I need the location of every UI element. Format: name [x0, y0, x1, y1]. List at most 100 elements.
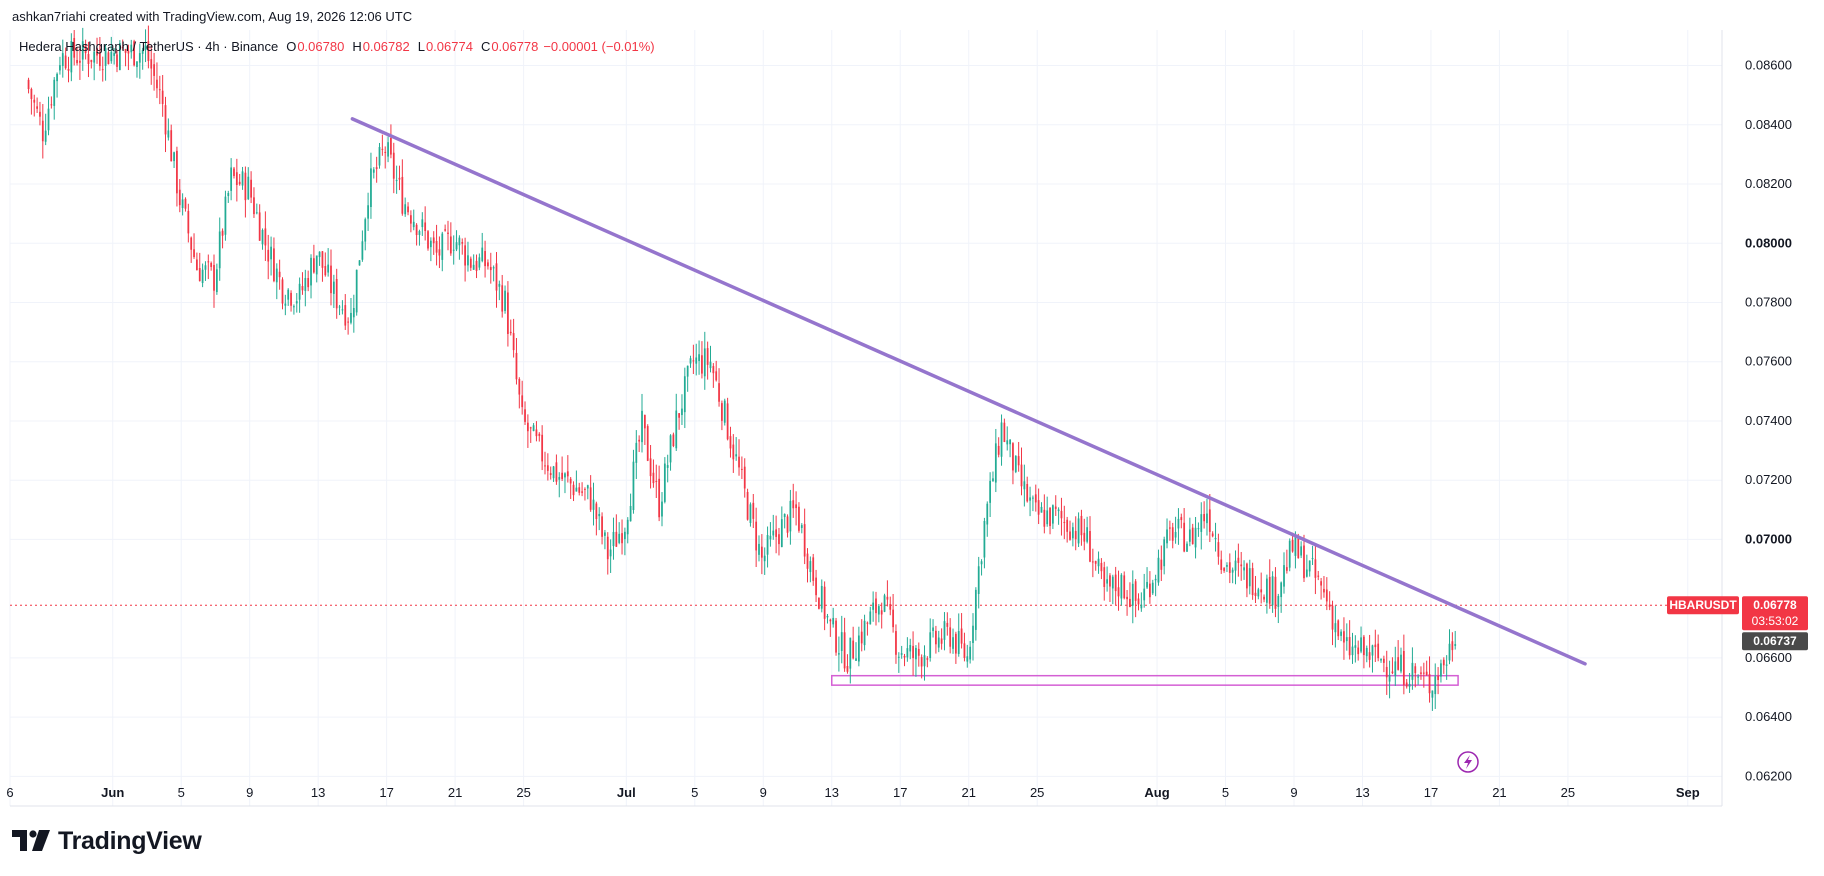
candle	[1117, 570, 1120, 611]
candle	[167, 118, 170, 141]
legend-close-label: C	[481, 39, 490, 54]
candle	[1208, 493, 1211, 543]
candle	[1408, 672, 1411, 693]
candle	[509, 319, 512, 336]
candle	[575, 470, 578, 492]
candle	[701, 341, 703, 379]
candle	[458, 235, 461, 260]
candle	[418, 229, 421, 246]
last-price-tag-bg	[1742, 596, 1808, 631]
candle	[1163, 536, 1166, 575]
time-tick-label: Jun	[101, 785, 124, 800]
candle	[760, 534, 763, 575]
candle	[1377, 634, 1380, 662]
candle	[852, 626, 855, 660]
candle	[749, 502, 752, 527]
candle	[1214, 522, 1217, 552]
candle	[270, 236, 272, 276]
candle	[666, 454, 669, 483]
candle	[1357, 640, 1360, 661]
price-tick-label: 0.07200	[1745, 472, 1792, 487]
candle	[39, 101, 41, 126]
candle	[455, 230, 458, 252]
descending-trendline[interactable]	[350, 117, 1587, 666]
candle	[729, 426, 732, 458]
candle	[41, 104, 44, 159]
legend-low-label: L	[418, 39, 425, 54]
candle	[566, 455, 569, 483]
candle	[723, 398, 726, 426]
candle	[1203, 501, 1206, 529]
candle	[983, 517, 986, 569]
candle	[712, 363, 715, 388]
candle	[1434, 663, 1437, 709]
candle	[133, 39, 136, 67]
candle	[421, 212, 424, 236]
price-tick-label: 0.06200	[1745, 768, 1792, 783]
candle	[438, 236, 441, 269]
candle	[332, 274, 335, 308]
candle	[344, 294, 347, 330]
last-price-tag: 0.06778	[1753, 598, 1797, 612]
price-axis[interactable]: 0.08600 0.08400 0.08200 0.08000 0.07800 0.076…	[1745, 58, 1792, 784]
candle	[73, 30, 76, 66]
candle	[604, 529, 606, 550]
candle	[863, 614, 866, 651]
lightning-icon[interactable]	[1457, 751, 1479, 773]
candle	[495, 252, 498, 308]
support-box-drawing[interactable]	[831, 674, 1459, 686]
candle	[1160, 545, 1163, 581]
candle	[1323, 576, 1325, 598]
candle	[469, 256, 472, 271]
candle	[130, 39, 133, 59]
candle	[897, 652, 900, 673]
candle	[1411, 647, 1414, 690]
candle	[1043, 494, 1046, 534]
candle	[1237, 543, 1240, 577]
candle	[1257, 587, 1260, 600]
candle	[923, 645, 926, 681]
tradingview-logo[interactable]: TradingView	[12, 826, 202, 856]
candle	[1217, 533, 1220, 565]
candle	[766, 526, 769, 568]
candle	[1177, 508, 1180, 545]
candle	[681, 394, 683, 425]
candle	[253, 187, 255, 218]
candle	[752, 493, 755, 529]
candle	[1109, 573, 1111, 602]
candle	[1114, 566, 1117, 605]
price-tick-label: 0.07000	[1745, 531, 1792, 546]
candle	[1445, 655, 1448, 680]
candle	[564, 472, 566, 494]
symbol-tag-bg	[1667, 596, 1739, 615]
candle	[1360, 626, 1362, 654]
candle	[552, 465, 555, 482]
candle	[79, 45, 81, 80]
time-tick-label: 5	[1222, 785, 1229, 800]
time-axis[interactable]: 6 Jun 5 9 13 17 21 25 Jul 5 9 13 17 21 25 Aug 5 9 13 17 21 25…	[6, 785, 1699, 800]
candle	[994, 428, 997, 493]
candle	[935, 625, 937, 654]
time-tick-label: 25	[1030, 785, 1044, 800]
candle	[447, 220, 449, 251]
price-tags: HBARUSDT 0.06778 03:53:02 0.06737	[1667, 596, 1808, 651]
chart-credit: ashkan7riahi created with TradingView.co…	[12, 9, 413, 24]
candle	[809, 556, 812, 583]
candle	[843, 617, 846, 672]
time-tick-label: Jul	[617, 785, 636, 800]
candle	[341, 300, 344, 315]
time-tick-label: 9	[246, 785, 253, 800]
candle	[381, 134, 384, 156]
candle	[110, 36, 113, 64]
candle	[258, 204, 261, 241]
candle	[347, 317, 350, 335]
candle	[1283, 552, 1285, 594]
candle	[1131, 570, 1134, 624]
candle	[352, 294, 355, 333]
candle	[475, 254, 478, 279]
candle	[390, 124, 392, 159]
price-tick-label: 0.08200	[1745, 176, 1792, 191]
price-tick-label: 0.06600	[1745, 650, 1792, 665]
candle	[441, 231, 444, 272]
